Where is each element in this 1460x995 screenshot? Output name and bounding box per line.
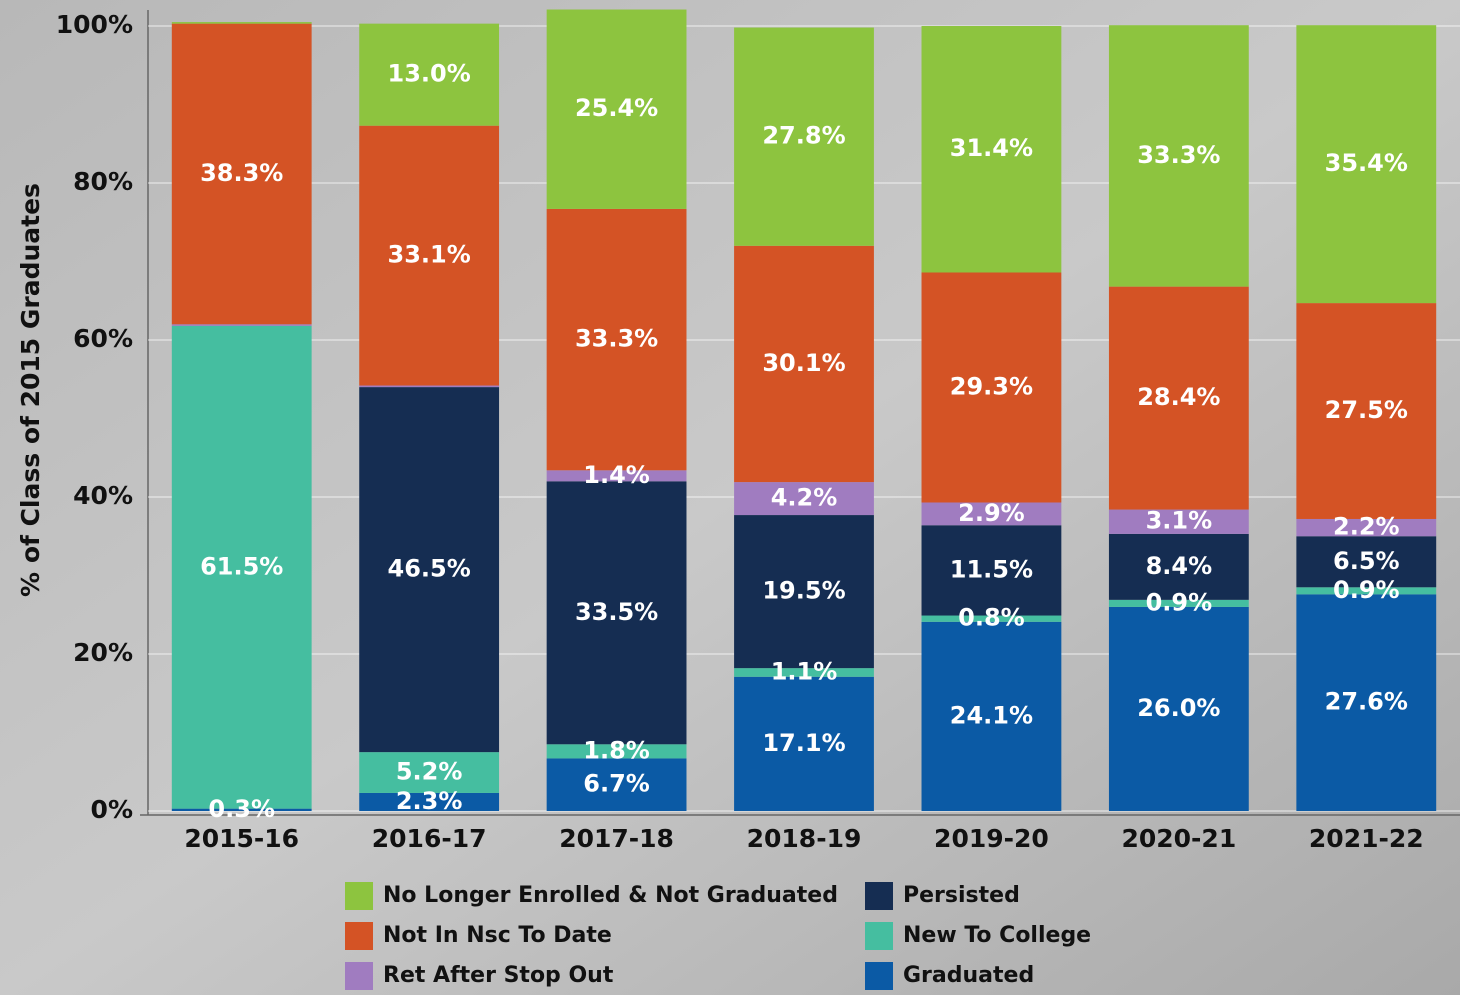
data-label: 25.4% [575,94,658,122]
y-tick-label: 80% [73,167,133,196]
x-tick-label: 2021-22 [1309,824,1424,853]
data-label: 27.6% [1325,688,1408,716]
data-label: 19.5% [762,577,845,605]
legend-swatch [865,962,893,990]
legend-label: Persisted [903,883,1020,908]
legend-label: Graduated [903,963,1034,988]
data-label: 13.0% [388,60,471,88]
data-label: 29.3% [950,372,1033,400]
data-label: 11.5% [950,555,1033,583]
data-label: 61.5% [200,552,283,580]
data-label: 8.4% [1146,552,1213,580]
legend-label: New To College [903,923,1091,948]
bar-segment [172,22,312,24]
data-label: 33.5% [575,598,658,626]
data-label: 0.9% [1146,588,1213,616]
data-label: 33.3% [1137,141,1220,169]
x-tick-label: 2018-19 [747,824,862,853]
y-tick-label: 20% [73,638,133,667]
data-label: 28.4% [1137,383,1220,411]
data-label: 1.1% [771,657,838,685]
chart: % of Class of 2015 Graduates 0% 20% 40% 60%… [0,0,1460,995]
legend-swatch [345,882,373,910]
bar-segment [359,386,499,388]
data-label: 2.2% [1333,513,1400,541]
legend-swatch [345,962,373,990]
y-tick-label: 100% [56,10,133,39]
data-label: 2.9% [958,499,1025,527]
data-label: 17.1% [762,729,845,757]
data-label: 0.9% [1333,576,1400,604]
y-tick-label: 60% [73,324,133,353]
data-label: 0.3% [208,795,275,823]
y-tick-label: 0% [91,795,133,824]
x-tick-label: 2019-20 [934,824,1049,853]
legend-label: Not In Nsc To Date [383,923,612,948]
data-label: 33.1% [388,241,471,269]
data-label: 38.3% [200,159,283,187]
y-axis-title: % of Class of 2015 Graduates [16,183,45,597]
x-tick-label: 2015-16 [184,824,299,853]
data-label: 24.1% [950,701,1033,729]
data-label: 4.2% [771,484,838,512]
data-label: 31.4% [950,134,1033,162]
data-label: 3.1% [1146,507,1213,535]
data-label: 33.3% [575,325,658,353]
legend-swatch [345,922,373,950]
legend-label: No Longer Enrolled & Not Graduated [383,883,838,908]
bar-segment [172,324,312,326]
data-label: 46.5% [388,555,471,583]
x-tick-label: 2017-18 [559,824,674,853]
legend-swatch [865,882,893,910]
data-label: 26.0% [1137,694,1220,722]
data-label: 6.7% [583,770,650,798]
legend-label: Ret After Stop Out [383,963,614,988]
data-label: 5.2% [396,758,463,786]
data-label: 27.5% [1325,396,1408,424]
data-label: 2.3% [396,787,463,815]
y-tick-label: 40% [73,481,133,510]
legend-swatch [865,922,893,950]
data-label: 0.8% [958,604,1025,632]
x-tick-label: 2020-21 [1121,824,1236,853]
data-label: 1.4% [583,461,650,489]
data-label: 35.4% [1325,149,1408,177]
data-label: 6.5% [1333,547,1400,575]
data-label: 1.8% [583,736,650,764]
data-label: 30.1% [762,349,845,377]
data-label: 27.8% [762,122,845,150]
x-tick-label: 2016-17 [372,824,487,853]
